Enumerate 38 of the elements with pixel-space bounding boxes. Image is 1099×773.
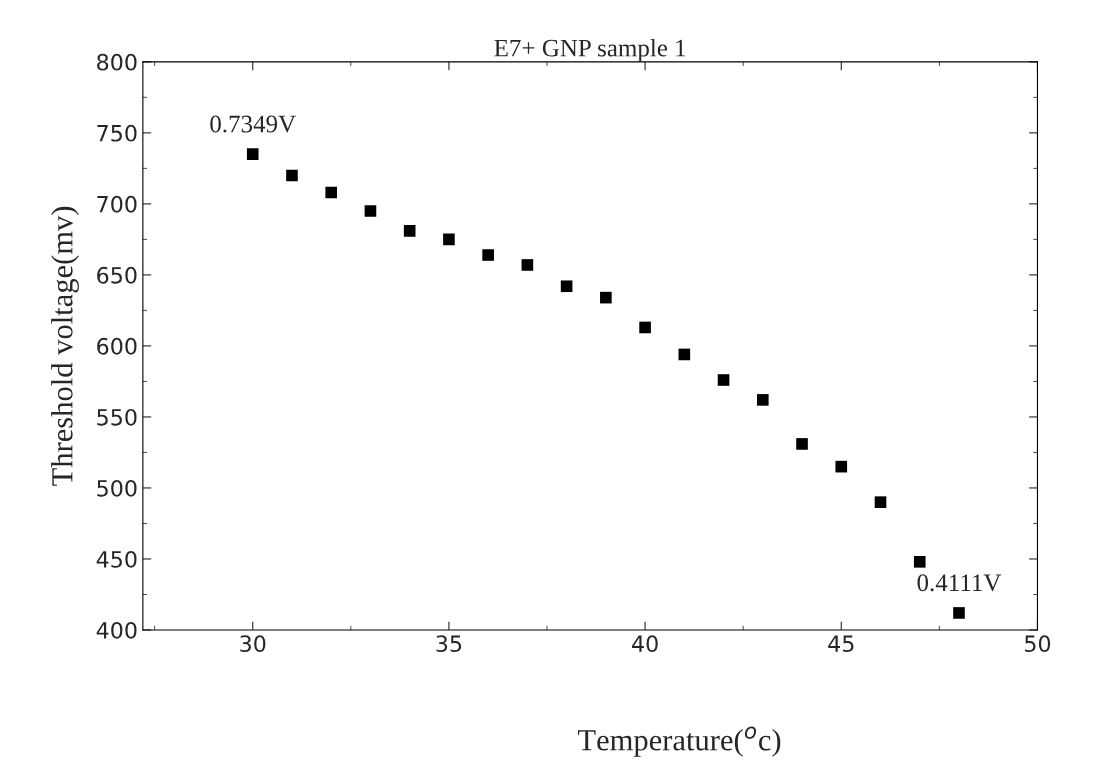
- annotation: 0.4111V: [917, 574, 1002, 592]
- x-tick-label: 35: [436, 635, 462, 653]
- y-tick-label: 550: [97, 408, 137, 426]
- point: [521, 259, 534, 271]
- point: [286, 169, 298, 182]
- point: [717, 374, 730, 386]
- y-tick-label: 500: [97, 479, 137, 497]
- chart-title: E7+ GNP sample 1: [494, 38, 686, 62]
- x-axis-title: Temperature($^{o}$c): [577, 726, 781, 757]
- point: [913, 556, 926, 568]
- point: [325, 186, 338, 199]
- point: [756, 394, 769, 406]
- y-tick-label: 750: [97, 124, 137, 142]
- x-tick-label: 40: [632, 635, 658, 653]
- point: [953, 607, 965, 619]
- point: [560, 280, 573, 293]
- point: [639, 321, 651, 334]
- y-tick-label: 650: [97, 266, 137, 284]
- x-tick-label: 30: [240, 635, 266, 653]
- point: [600, 291, 612, 304]
- y-tick-label: 400: [96, 621, 137, 639]
- y-tick-label: 600: [97, 337, 137, 355]
- y-tick-label: 700: [97, 195, 137, 213]
- x-tick-label: 50: [1025, 635, 1051, 653]
- point: [874, 496, 887, 508]
- point: [835, 460, 848, 473]
- x-tick-label: 45: [828, 635, 854, 653]
- point: [796, 438, 808, 450]
- point: [678, 348, 691, 361]
- y-tick-label: 800: [97, 53, 137, 71]
- y-axis-title: Threshold voltage(mv): [51, 206, 79, 486]
- point: [443, 233, 455, 246]
- point: [482, 249, 494, 261]
- point: [246, 148, 259, 160]
- y-tick-label: 450: [96, 550, 137, 568]
- point: [403, 225, 416, 237]
- point: [364, 205, 377, 217]
- annotation: 0.7349V: [210, 115, 296, 133]
